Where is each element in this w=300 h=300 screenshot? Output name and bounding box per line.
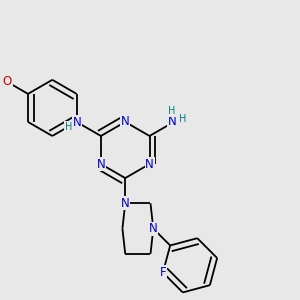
Text: N: N bbox=[149, 222, 158, 235]
Text: N: N bbox=[121, 116, 130, 128]
Text: H: H bbox=[65, 122, 72, 132]
Text: N: N bbox=[145, 158, 154, 170]
Text: N: N bbox=[73, 116, 82, 128]
Text: H: H bbox=[179, 114, 186, 124]
Text: O: O bbox=[3, 75, 12, 88]
Text: N: N bbox=[167, 115, 176, 128]
Text: H: H bbox=[168, 106, 175, 116]
Text: N: N bbox=[121, 197, 130, 210]
Text: N: N bbox=[97, 158, 105, 170]
Text: F: F bbox=[160, 266, 166, 279]
